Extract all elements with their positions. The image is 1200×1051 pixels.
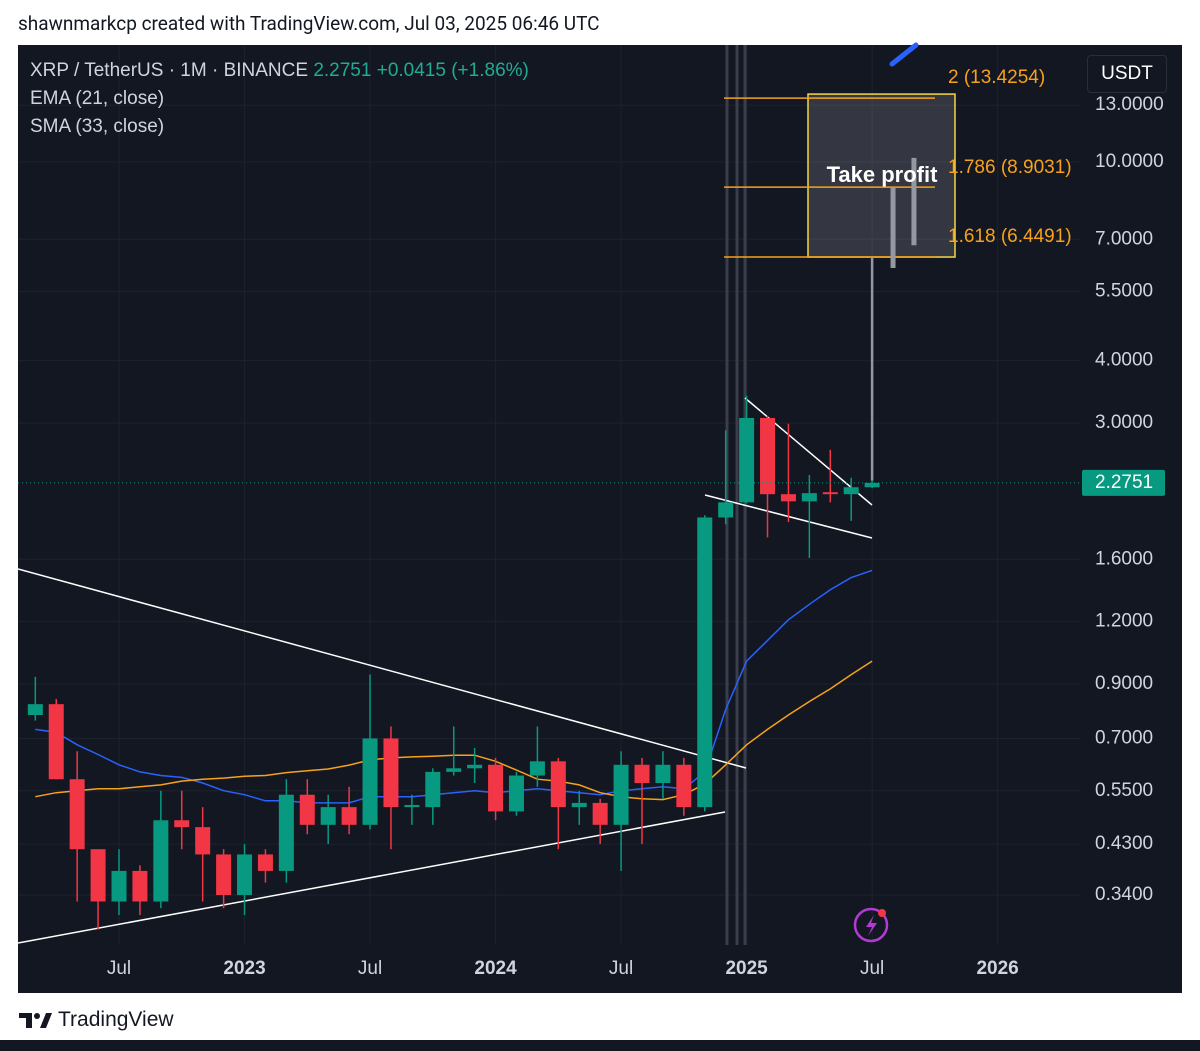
take-profit-box [807, 93, 956, 258]
candle-body [216, 854, 232, 896]
candle-body [362, 738, 378, 825]
y-tick-label: 4.0000 [1095, 350, 1153, 371]
candle-body [237, 854, 253, 896]
x-tick-label: Jul [107, 958, 131, 979]
candle-body [864, 482, 880, 488]
axes: 0.3400 0.4300 0.5500 0.7000 0.9000 1.2000 1.60… [107, 94, 1165, 979]
x-tick-label: 2026 [976, 958, 1018, 979]
trendline [18, 811, 726, 944]
indicator-legend: SMA (33, close) [30, 116, 165, 137]
y-tick-label: 1.2000 [1095, 611, 1153, 632]
alert-icon[interactable] [853, 907, 889, 943]
candle-body [739, 417, 755, 503]
candle-body [467, 764, 483, 769]
y-tick-label: 3.0000 [1095, 412, 1153, 433]
x-tick-label: Jul [358, 958, 382, 979]
last-price: 2.2751 [313, 60, 372, 81]
candle-body [529, 761, 545, 776]
brand: TradingView [18, 1008, 174, 1032]
fib-label: 1.786 (8.9031) [948, 157, 1072, 178]
candle-body [278, 794, 294, 871]
brand-logo [19, 1013, 52, 1028]
candle-body [195, 827, 211, 855]
candle-body [592, 802, 608, 825]
y-tick-label: 0.4300 [1095, 833, 1153, 854]
brand-name: TradingView [58, 1008, 174, 1031]
last-price-label: 2.2751 [1095, 472, 1153, 493]
candle-body [488, 764, 504, 812]
candle-body [132, 870, 148, 902]
candle-body [446, 768, 462, 772]
marks [18, 93, 1080, 930]
candle-body [655, 764, 671, 784]
x-tick-label: Jul [609, 958, 633, 979]
candle-body [341, 807, 357, 825]
candle-body [822, 492, 838, 495]
candle-body [801, 493, 817, 502]
candle-body [69, 779, 85, 850]
candle-body [780, 494, 796, 502]
candle-body [760, 417, 776, 495]
annotation: Take profit [827, 162, 939, 187]
candle-body [174, 820, 190, 828]
candle-body [676, 764, 692, 808]
candle-body [257, 854, 273, 871]
price-change: +0.0415 [376, 60, 446, 81]
candle-body [550, 761, 566, 808]
y-tick-label: 10.0000 [1095, 151, 1164, 172]
candle-body [571, 802, 587, 808]
alert-dot [878, 909, 886, 917]
trendline [18, 568, 747, 769]
candle-body [383, 738, 399, 808]
candle-body [843, 487, 859, 495]
candle-body [697, 517, 713, 808]
candle-body [320, 807, 336, 825]
candle-body [613, 764, 629, 825]
y-tick-label: 0.3400 [1095, 884, 1153, 905]
fib-label: 2 (13.4254) [948, 67, 1045, 88]
indicator-legend: EMA (21, close) [30, 88, 165, 109]
credit-line: shawnmarkcp created with TradingView.com… [18, 12, 600, 35]
alert-icon-bolt [866, 915, 877, 936]
grid [18, 45, 1080, 945]
candle-body [634, 764, 650, 784]
price-change-percent: (+1.86%) [451, 60, 529, 81]
arrow [889, 42, 919, 67]
y-tick-label: 0.9000 [1095, 673, 1153, 694]
candle-body [718, 502, 734, 518]
x-tick-label: 2025 [725, 958, 768, 979]
y-tick-label: 0.5500 [1095, 780, 1153, 801]
y-tick-label: 0.7000 [1095, 727, 1153, 748]
symbol-legend: XRP / TetherUS · 1M · BINANCE 2.2751 +0.… [30, 60, 529, 82]
y-tick-label: 13.0000 [1095, 94, 1164, 115]
x-tick-label: 2024 [474, 958, 517, 979]
x-tick-label: 2023 [223, 958, 265, 979]
fib-label: 1.618 (6.4491) [948, 226, 1072, 247]
candle-body [425, 771, 441, 808]
candle-body [299, 794, 315, 825]
symbol-title: XRP / TetherUS · 1M · BINANCE [30, 60, 309, 81]
chart: 0.3400 0.4300 0.5500 0.7000 0.9000 1.2000 1.60… [18, 42, 1165, 979]
y-tick-label: 1.6000 [1095, 548, 1153, 569]
candle-body [153, 820, 169, 902]
candle-body [404, 805, 420, 808]
candle-body [508, 775, 524, 812]
y-tick-label: 5.5000 [1095, 281, 1153, 302]
x-tick-label: Jul [860, 958, 884, 979]
indicator-line [35, 569, 873, 804]
candle-body [48, 704, 64, 780]
currency-button[interactable]: USDT [1087, 55, 1167, 93]
y-tick-label: 7.0000 [1095, 228, 1153, 249]
bottom-strip [0, 1040, 1200, 1051]
candle-body [90, 849, 106, 902]
candle-body [111, 870, 127, 902]
candle-body [27, 704, 43, 716]
last-price-box [1082, 469, 1165, 496]
